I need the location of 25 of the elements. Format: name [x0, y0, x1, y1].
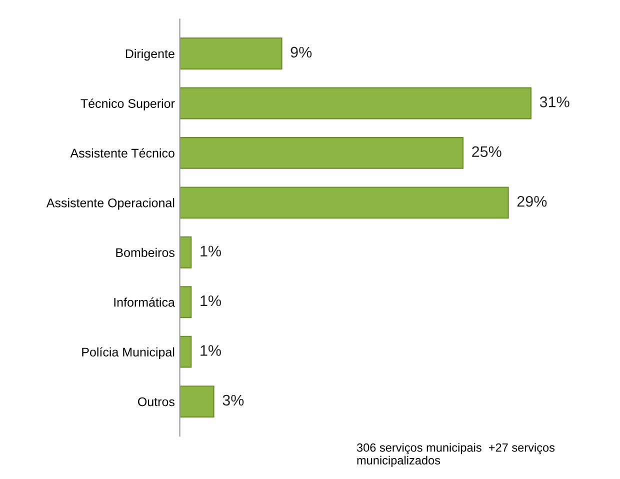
data-label: 1%: [200, 345, 221, 356]
data-label: 29%: [517, 196, 547, 207]
data-label: 31%: [540, 96, 570, 108]
y-tick-label: Bombeiros: [116, 248, 174, 258]
bar: [180, 236, 192, 268]
y-tick-label: Outros: [138, 397, 174, 406]
y-tick-label: Informática: [114, 297, 175, 307]
bar: [180, 336, 192, 368]
data-label: 9%: [290, 46, 312, 58]
data-label: 3%: [222, 394, 244, 406]
data-label: 1%: [200, 246, 221, 256]
y-tick-label: Assistente Técnico: [70, 148, 174, 158]
y-tick-label: Assistente Operacional: [46, 198, 174, 210]
bar: [180, 136, 464, 169]
data-label: 25%: [472, 146, 502, 158]
y-tick-label: Polícia Municipal: [82, 347, 174, 360]
bar: [180, 386, 214, 418]
bar: [180, 286, 192, 318]
bar: [180, 38, 282, 70]
bar: [180, 87, 532, 120]
bar: [180, 186, 509, 219]
text: 306 serviços municipais +27 serviços municipalizados: [356, 443, 555, 467]
data-label: 1%: [200, 295, 221, 306]
y-tick-label: Técnico Superior: [80, 98, 175, 110]
y-tick-label: Dirigente: [126, 48, 174, 61]
